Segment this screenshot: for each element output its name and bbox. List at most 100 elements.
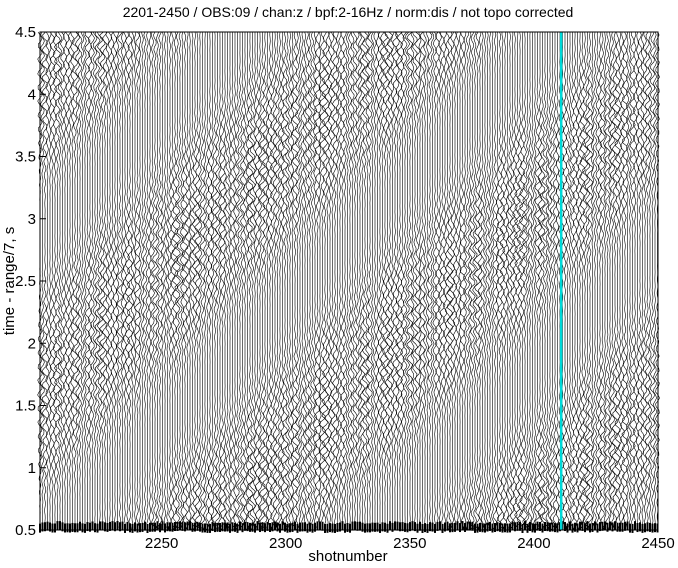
- trace: [541, 32, 549, 531]
- trace: [527, 31, 533, 531]
- trace: [96, 31, 104, 530]
- x-tick-label: 2350: [393, 535, 426, 552]
- trace-base: [599, 522, 601, 532]
- trace-base: [531, 523, 534, 533]
- trace-base: [319, 521, 321, 531]
- trace-base: [564, 522, 566, 532]
- trace-base: [509, 523, 511, 533]
- trace-base: [286, 523, 289, 533]
- trace-base: [519, 521, 521, 531]
- trace: [570, 31, 575, 531]
- trace-base: [641, 523, 644, 533]
- trace: [223, 32, 227, 531]
- trace-base: [419, 521, 421, 531]
- trace-base: [166, 522, 169, 532]
- trace: [62, 31, 68, 530]
- trace: [174, 31, 181, 531]
- trace-base: [349, 523, 351, 533]
- trace-base: [224, 522, 226, 532]
- trace-base: [364, 523, 366, 533]
- trace-base: [191, 522, 194, 532]
- trace: [434, 31, 441, 531]
- trace-base: [44, 522, 46, 532]
- x-tick-label: 2250: [145, 535, 178, 552]
- trace-base: [629, 523, 631, 533]
- trace: [485, 31, 490, 531]
- trace: [512, 31, 518, 531]
- trace-base: [336, 523, 339, 533]
- trace-base: [56, 521, 59, 531]
- trace-base: [609, 521, 611, 531]
- trace: [545, 32, 550, 531]
- trace: [205, 31, 210, 531]
- trace: [319, 31, 326, 530]
- trace-base: [491, 523, 494, 533]
- trace-base: [369, 523, 371, 533]
- trace: [410, 31, 415, 531]
- trace: [84, 31, 91, 531]
- trace: [246, 32, 254, 530]
- trace-base: [624, 521, 626, 531]
- trace: [303, 31, 307, 531]
- trace: [155, 31, 160, 531]
- trace: [418, 31, 422, 530]
- trace: [287, 31, 293, 531]
- y-tick-label: 3: [28, 211, 36, 228]
- trace: [176, 31, 184, 531]
- trace-base: [584, 523, 586, 533]
- trace-base: [291, 522, 294, 532]
- trace-base: [211, 522, 214, 532]
- trace: [611, 31, 619, 531]
- trace-base: [651, 523, 654, 533]
- trace-base: [271, 522, 274, 532]
- trace-base: [71, 522, 74, 532]
- trace-base: [556, 523, 559, 533]
- trace-base: [529, 522, 531, 532]
- trace: [337, 31, 343, 531]
- trace: [366, 31, 373, 530]
- trace: [274, 31, 281, 531]
- trace-base: [611, 522, 614, 532]
- trace: [281, 31, 289, 531]
- y-tick-label: 0.5: [15, 522, 36, 539]
- trace-base: [416, 523, 419, 533]
- trace-base: [109, 521, 111, 531]
- trace-base: [579, 521, 581, 531]
- trace: [384, 31, 391, 531]
- trace-base: [594, 521, 596, 531]
- trace-base: [209, 523, 211, 533]
- trace: [235, 32, 240, 531]
- trace: [116, 31, 124, 531]
- trace-base: [481, 523, 484, 533]
- trace: [254, 32, 261, 531]
- trace-base: [436, 521, 439, 531]
- trace-base: [459, 523, 461, 533]
- trace: [239, 32, 246, 530]
- trace: [391, 31, 398, 531]
- trace: [318, 31, 322, 531]
- trace-base: [104, 522, 106, 532]
- trace: [225, 32, 230, 531]
- trace: [52, 31, 58, 530]
- trace-base: [76, 523, 79, 533]
- trace: [199, 31, 206, 531]
- trace-base: [576, 523, 579, 533]
- trace: [300, 31, 305, 531]
- trace: [439, 31, 446, 531]
- trace-base: [574, 522, 576, 532]
- trace: [70, 31, 75, 530]
- trace-base: [289, 523, 291, 533]
- trace: [347, 31, 353, 531]
- trace-base: [561, 521, 564, 531]
- trace-base: [299, 522, 301, 532]
- trace-base: [399, 522, 401, 532]
- chart-title: 2201-2450 / OBS:09 / chan:z / bpf:2-16Hz…: [123, 4, 574, 20]
- trace-base: [396, 521, 399, 531]
- trace-base: [244, 521, 246, 531]
- trace-base: [444, 522, 446, 532]
- y-axis-label: time - range/7, s: [1, 227, 18, 335]
- trace-base: [461, 521, 464, 531]
- trace: [265, 31, 270, 531]
- trace: [629, 31, 636, 531]
- trace-base: [206, 523, 209, 533]
